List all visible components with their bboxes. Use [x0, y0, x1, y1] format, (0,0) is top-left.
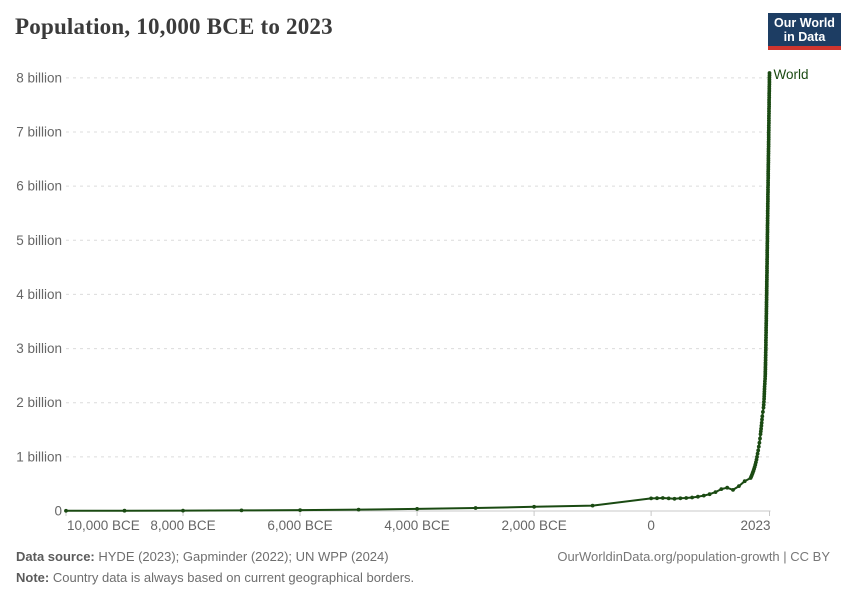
data-point[interactable] — [532, 504, 536, 509]
data-point[interactable] — [672, 496, 677, 501]
y-tick-label: 1 billion — [16, 449, 62, 464]
data-point[interactable] — [758, 429, 763, 434]
data-point[interactable] — [764, 311, 769, 316]
data-point[interactable] — [766, 133, 771, 137]
data-point[interactable] — [678, 496, 683, 501]
data-point[interactable] — [759, 420, 764, 425]
data-point[interactable] — [666, 496, 671, 501]
y-tick-label: 3 billion — [16, 341, 62, 356]
data-point[interactable] — [763, 353, 768, 357]
data-source-text: HYDE (2023); Gapminder (2022); UN WPP (2… — [98, 549, 389, 564]
data-point[interactable] — [761, 410, 765, 414]
data-point[interactable] — [356, 507, 361, 512]
data-point[interactable] — [764, 291, 769, 295]
data-point[interactable] — [713, 490, 718, 494]
data-point[interactable] — [767, 109, 771, 113]
data-point[interactable] — [765, 201, 770, 206]
y-tick-label: 8 billion — [16, 70, 62, 85]
data-point[interactable] — [763, 363, 768, 367]
data-point[interactable] — [701, 493, 706, 498]
x-tick-label: 2,000 BCE — [501, 518, 566, 533]
y-tick-label: 5 billion — [16, 233, 62, 248]
data-point[interactable] — [719, 487, 724, 491]
data-point[interactable] — [725, 485, 730, 490]
data-point[interactable] — [590, 503, 595, 508]
data-point[interactable] — [684, 496, 689, 500]
data-point[interactable] — [761, 405, 766, 410]
data-point[interactable] — [763, 348, 768, 352]
y-tick-label: 7 billion — [16, 125, 62, 140]
owid-logo[interactable]: Our World in Data — [768, 13, 841, 50]
x-tick-label: 0 — [647, 518, 655, 533]
owid-logo-line1: Our World — [774, 16, 835, 30]
data-point[interactable] — [764, 330, 768, 335]
data-point[interactable] — [731, 488, 735, 492]
data-point[interactable] — [767, 73, 772, 78]
data-point[interactable] — [755, 451, 760, 456]
y-tick-label: 0 — [54, 504, 62, 519]
data-point[interactable] — [696, 494, 700, 499]
data-point[interactable] — [755, 455, 759, 459]
chart-title: Population, 10,000 BCE to 2023 — [15, 14, 333, 39]
data-point[interactable] — [766, 178, 770, 183]
data-point[interactable] — [765, 248, 770, 253]
data-point[interactable] — [660, 496, 665, 500]
source-link[interactable]: OurWorldinData.org/population-growth | C… — [557, 549, 830, 564]
x-tick-label: 6,000 BCE — [267, 518, 332, 533]
data-point[interactable] — [760, 414, 765, 419]
data-point[interactable] — [765, 270, 769, 275]
data-point[interactable] — [767, 86, 772, 91]
data-point[interactable] — [757, 440, 762, 445]
y-tick-label: 6 billion — [16, 179, 62, 194]
data-point[interactable] — [64, 508, 68, 513]
data-point[interactable] — [473, 506, 478, 510]
data-point[interactable] — [760, 417, 764, 422]
x-tick-label: 4,000 BCE — [384, 518, 449, 533]
population-line-chart[interactable]: 0 1 billion 2 billion 3 billion 4 billion 5 b… — [0, 0, 850, 545]
note-text: Country data is always based on current … — [52, 570, 415, 585]
owid-logo-line2: in Data — [783, 30, 826, 44]
world-series-line[interactable] — [65, 72, 771, 512]
y-tick-label: 4 billion — [16, 287, 62, 302]
data-source-label: Data source: — [16, 549, 95, 564]
x-tick-label: 8,000 BCE — [150, 518, 215, 533]
data-point[interactable] — [756, 448, 761, 453]
data-point[interactable] — [415, 507, 419, 511]
x-tick-label: 10,000 BCE — [67, 518, 140, 533]
data-point[interactable] — [737, 484, 741, 488]
data-point[interactable] — [758, 436, 762, 441]
data-point[interactable] — [122, 508, 127, 513]
world-series-label[interactable]: World — [774, 67, 809, 82]
data-point[interactable] — [742, 479, 747, 484]
data-point[interactable] — [762, 387, 767, 391]
y-tick-label: 2 billion — [16, 395, 62, 410]
data-point[interactable] — [761, 402, 766, 407]
data-point[interactable] — [766, 156, 771, 161]
data-point[interactable] — [649, 496, 653, 501]
data-point[interactable] — [765, 223, 770, 228]
chart-footer: Data source: HYDE (2023); Gapminder (202… — [16, 549, 834, 591]
data-point[interactable] — [655, 496, 659, 501]
data-point[interactable] — [759, 423, 764, 428]
data-point[interactable] — [181, 508, 185, 513]
data-point[interactable] — [239, 508, 244, 513]
data-point[interactable] — [298, 508, 302, 512]
data-point[interactable] — [756, 444, 761, 449]
data-point[interactable] — [762, 399, 766, 404]
x-tick-label: 2023 — [740, 518, 770, 533]
data-point[interactable] — [690, 495, 694, 500]
data-point[interactable] — [763, 376, 767, 381]
data-point[interactable] — [707, 492, 712, 497]
note-label: Note: — [16, 570, 50, 585]
